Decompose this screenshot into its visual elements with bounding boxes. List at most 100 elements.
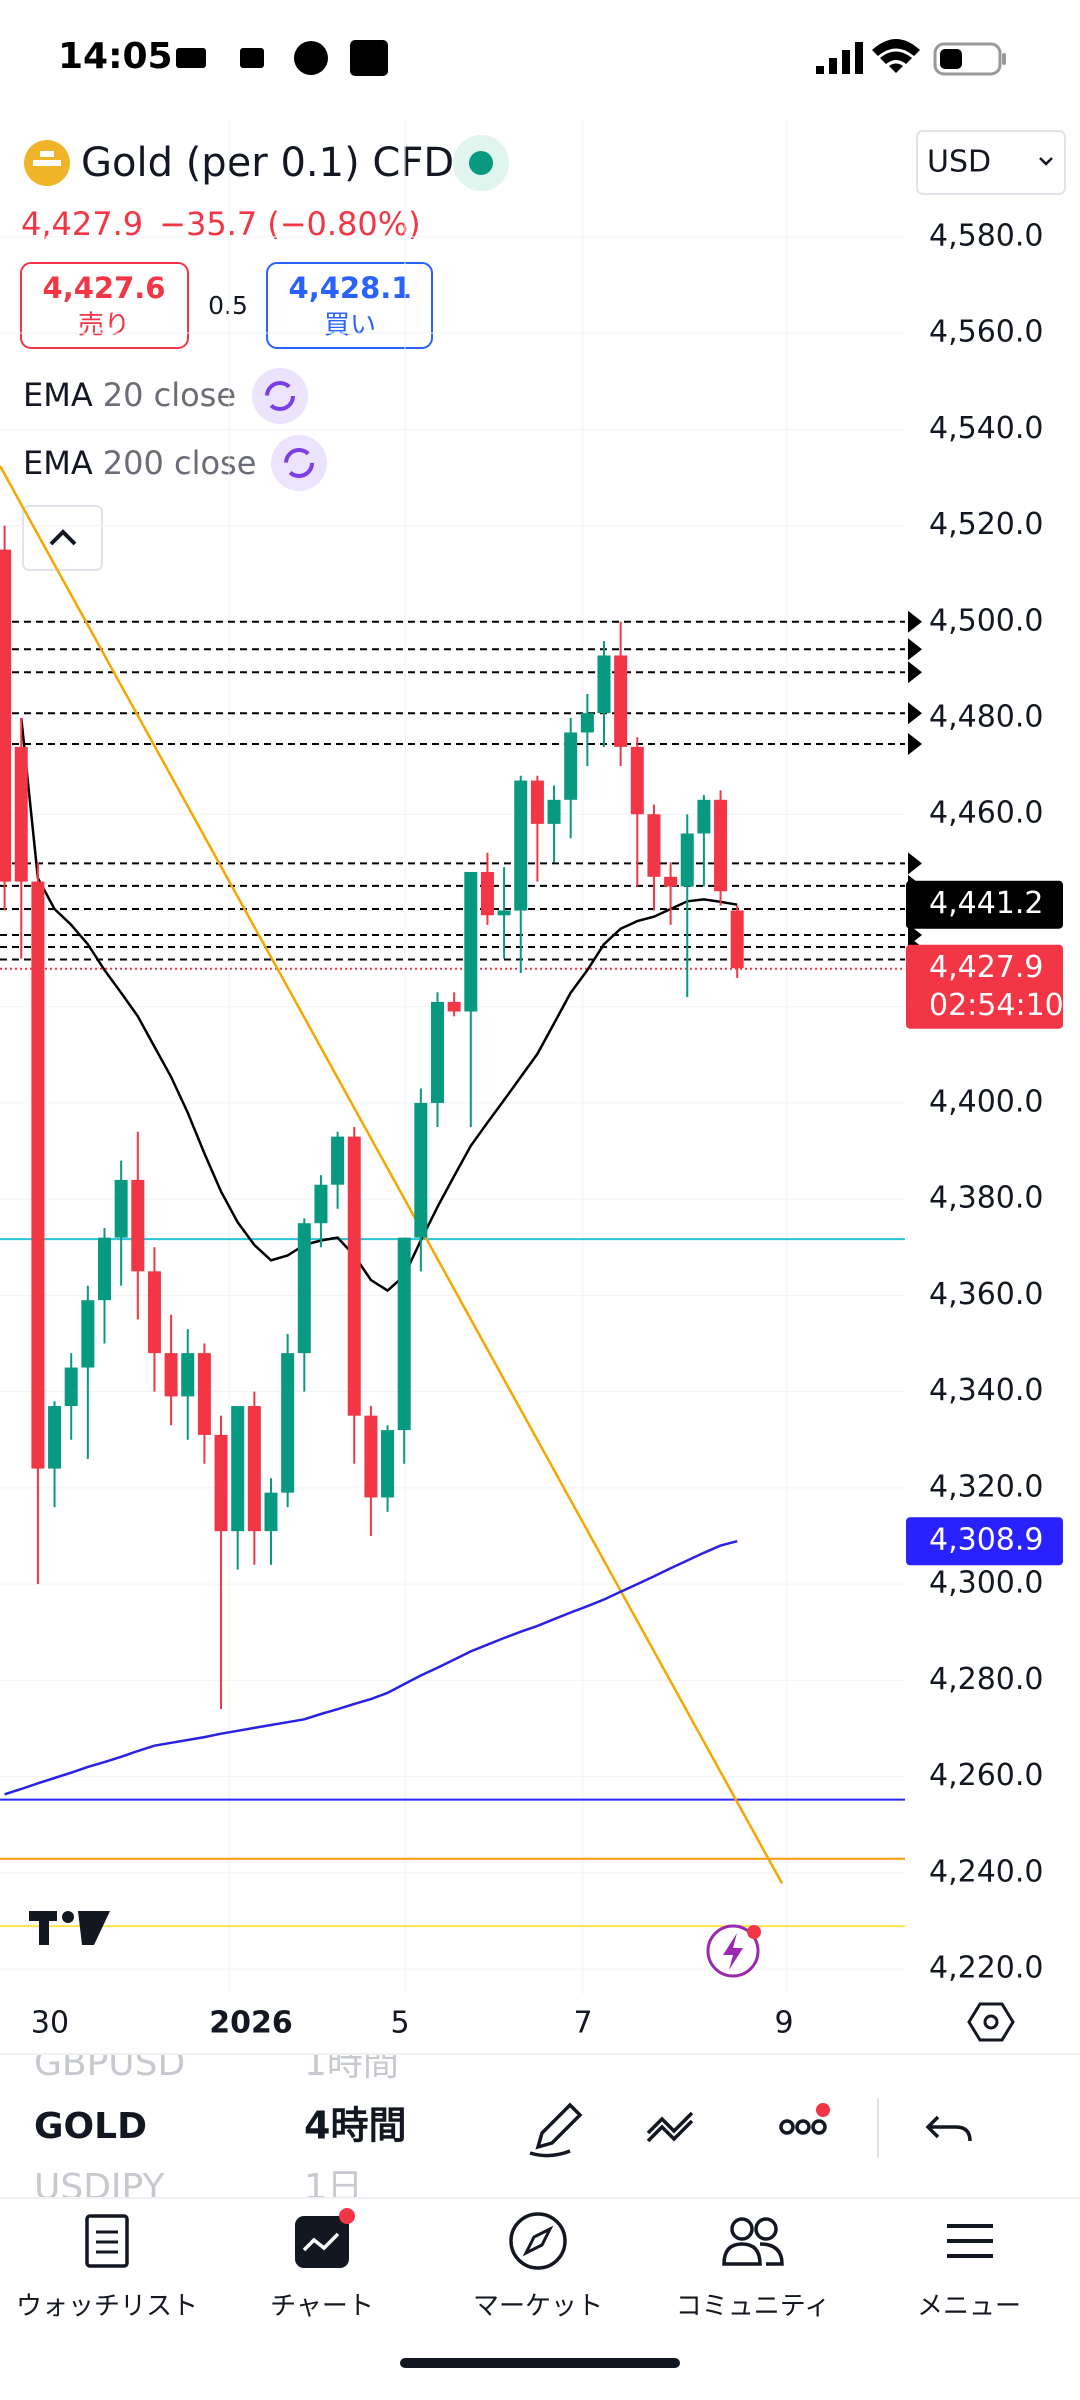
level-marker <box>908 638 922 661</box>
spread: 0.5 <box>208 291 248 320</box>
y-tick-label: 4,320.0 <box>929 1469 1044 1504</box>
candle-body <box>414 1102 428 1238</box>
timeframe-option[interactable]: 1時間 <box>304 2043 399 2084</box>
y-tick-label: 4,260.0 <box>929 1758 1044 1793</box>
candle-body <box>664 876 678 887</box>
collapse-button[interactable] <box>22 505 103 571</box>
y-tick-label: 4,460.0 <box>929 796 1044 831</box>
candle-body <box>364 1415 378 1498</box>
candle-body <box>564 732 578 800</box>
candle-body <box>197 1353 211 1435</box>
indicator-name: EMA <box>23 444 93 482</box>
candle-body <box>247 1406 261 1532</box>
home-indicator <box>400 2358 680 2368</box>
nav-label[interactable]: マーケット <box>473 2292 603 2322</box>
candle-body <box>114 1179 128 1238</box>
candle-body <box>181 1353 195 1397</box>
level-marker <box>908 733 922 755</box>
level-marker <box>908 610 922 633</box>
candle-body <box>547 799 561 824</box>
candle-body <box>347 1136 361 1416</box>
price-tag-label: 4,427.9 <box>929 950 1044 985</box>
lightning-icon[interactable] <box>706 1924 761 1978</box>
buy-price[interactable]: 4,428.1 <box>289 271 412 305</box>
candle-body <box>281 1353 295 1493</box>
nav-watchlist[interactable]: ウォッチリスト <box>16 2214 198 2322</box>
candle-body <box>514 780 528 911</box>
nav-label[interactable]: コミュニティ <box>676 2292 830 2322</box>
sell-button[interactable] <box>20 262 189 349</box>
timeframe-option[interactable]: 1日 <box>304 2167 363 2208</box>
x-tick-label: 7 <box>573 2006 592 2041</box>
x-tick-label: 30 <box>31 2006 69 2041</box>
candle-body <box>64 1367 78 1407</box>
nav-label[interactable]: ウォッチリスト <box>16 2292 198 2322</box>
currency-select[interactable] <box>916 130 1066 195</box>
sell-price[interactable]: 4,427.6 <box>43 271 166 305</box>
indicator-legend[interactable]: EMA 200 close <box>23 444 256 482</box>
refresh-icon[interactable] <box>252 368 308 424</box>
buy-label[interactable]: 買い <box>324 311 376 341</box>
candle-body <box>480 871 494 916</box>
candle-body <box>264 1492 278 1532</box>
y-tick-label: 4,540.0 <box>929 411 1044 446</box>
x-tick-label: 2026 <box>209 2006 293 2041</box>
candle-body <box>697 799 711 834</box>
y-tick-label: 4,220.0 <box>929 1950 1044 1985</box>
candle-body <box>31 881 45 1469</box>
price-tag-label: 4,441.2 <box>929 886 1044 921</box>
collapse-icon <box>49 529 77 546</box>
trendline <box>0 465 784 1884</box>
y-tick-label: 4,500.0 <box>929 603 1044 638</box>
ema-line <box>20 717 738 1293</box>
indicator-legend[interactable]: EMA 20 close <box>23 376 236 414</box>
currency[interactable]: USD <box>927 145 991 180</box>
more-tool[interactable] <box>779 2103 830 2135</box>
symbol-selected[interactable]: GOLD <box>34 2106 147 2147</box>
candle-body <box>730 910 744 969</box>
ema-line <box>4 1539 738 1796</box>
draw-tool[interactable] <box>529 2102 583 2158</box>
symbol-option[interactable]: GBPUSD <box>34 2043 185 2084</box>
gold-icon <box>24 140 70 186</box>
status-icons <box>176 39 1006 76</box>
nav-market[interactable]: マーケット <box>473 2212 603 2322</box>
candle-body <box>630 746 644 815</box>
candle-body <box>497 910 511 916</box>
indicator-tool[interactable] <box>646 2111 694 2143</box>
sell-label[interactable]: 売り <box>78 311 130 341</box>
y-tick-label: 4,240.0 <box>929 1854 1044 1889</box>
nav-label[interactable]: チャート <box>270 2292 374 2322</box>
candle-body <box>580 713 594 733</box>
symbol-title[interactable]: Gold (per 0.1) CFD <box>81 140 454 186</box>
candle-body <box>164 1353 178 1397</box>
undo-button[interactable] <box>925 2115 972 2142</box>
settings-icon[interactable] <box>967 2002 1015 2042</box>
nav-community[interactable]: コミュニティ <box>676 2217 830 2322</box>
nav-chart[interactable]: チャート <box>270 2208 374 2322</box>
y-tick-label: 4,340.0 <box>929 1373 1044 1408</box>
nav-label[interactable]: メニュー <box>917 2292 1021 2322</box>
candle-body <box>431 1001 444 1103</box>
refresh-icon[interactable] <box>271 435 327 491</box>
timeframe-selected[interactable]: 4時間 <box>304 2104 406 2148</box>
candle-body <box>0 549 12 882</box>
candle-body <box>397 1237 411 1431</box>
candle-body <box>231 1406 245 1532</box>
candle-body <box>297 1223 311 1354</box>
candle-body <box>680 833 694 887</box>
candle-body <box>597 655 611 714</box>
candle-body <box>131 1179 145 1272</box>
chart: 4,220.0 4,240.0 4,260.0 4,280.0 4,300.0 4,320… <box>0 119 1064 1994</box>
candle-body <box>530 780 544 824</box>
symbol-panel: GBPUSD GOLD USDJPY 1時間 4時間 1日 <box>34 2043 406 2208</box>
buy-button[interactable] <box>266 262 433 349</box>
y-tick-label: 4,380.0 <box>929 1181 1044 1216</box>
nav-menu[interactable]: メニュー <box>917 2224 1021 2322</box>
level-marker <box>908 852 922 875</box>
level-marker <box>908 661 922 684</box>
candle-body <box>81 1300 95 1368</box>
symbol-option[interactable]: USDJPY <box>34 2167 165 2208</box>
